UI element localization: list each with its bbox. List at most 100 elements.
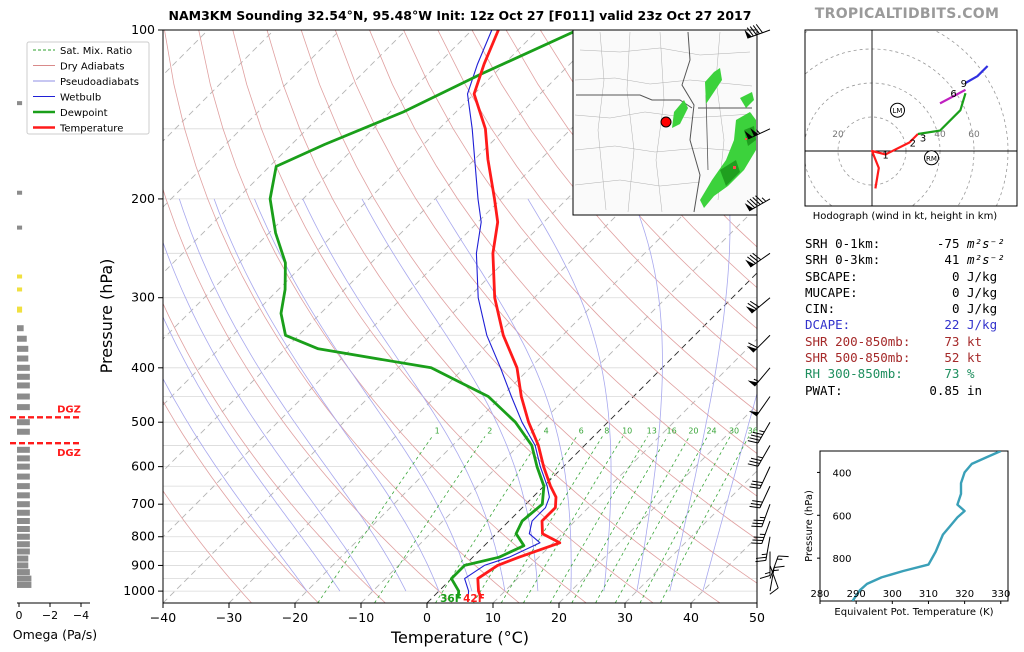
omega-bar (17, 101, 23, 106)
mixing-ratio-line (500, 436, 603, 603)
hodograph-height-label: 6 (950, 89, 956, 100)
hodograph-ring-label: 40 (934, 130, 946, 140)
barb-full (755, 24, 763, 34)
stat-row: PWAT: 0.85 in (805, 383, 1017, 399)
y-tick-label: 900 (131, 557, 155, 572)
stat-value: 73 (944, 366, 960, 382)
theta-e-xlabel: Equivalent Pot. Temperature (K) (834, 607, 993, 618)
y-tick-label: 400 (131, 360, 155, 375)
stat-unit: J/kg (967, 284, 998, 300)
barb-half (761, 553, 768, 556)
barb-staff (755, 396, 771, 417)
omega-bar (17, 382, 30, 389)
hodograph-trace (939, 88, 967, 105)
isotherm (624, 470, 757, 603)
dry-adiabat (369, 30, 757, 497)
theta-e-x-tick-label: 280 (810, 589, 829, 600)
zero-isotherm (426, 272, 757, 603)
figure-title: NAM3KM Sounding 32.54°N, 95.48°W Init: 1… (169, 8, 752, 23)
temperature-profile (472, 30, 562, 599)
wind-barbs (744, 24, 789, 595)
barb-full (755, 556, 767, 559)
omega-bar (17, 518, 30, 525)
omega-bar (17, 492, 30, 499)
y-tick-label: 100 (131, 22, 155, 37)
barb-staff (765, 536, 771, 561)
x-tick-label: 40 (683, 610, 699, 625)
omega-bar (17, 393, 30, 400)
barb-full (774, 565, 785, 568)
barb-half (759, 430, 765, 433)
wetbulb-profile (464, 30, 550, 599)
wind-barb (747, 445, 771, 467)
legend-label: Wetbulb (60, 93, 101, 104)
theta-e-panel: 280 290 300 310 320 330 400 600 800 Equivalent … (804, 450, 1010, 618)
barb-staff (747, 29, 771, 39)
isotherm (163, 30, 539, 406)
wind-barb (755, 536, 771, 563)
x-tick-label: −20 (282, 610, 308, 625)
wind-barb (769, 555, 789, 579)
x-tick-label: −30 (216, 610, 242, 625)
stat-label: SHR 500-850mb: (805, 350, 911, 366)
barb-full (752, 252, 762, 261)
stat-value: 0.85 (929, 382, 960, 398)
barb-staff (761, 504, 771, 527)
barb-half (753, 378, 759, 382)
pseudoadiabat (435, 198, 572, 592)
skew-t-frame (162, 29, 758, 604)
stat-label: PWAT: (805, 382, 843, 398)
barb-full (755, 559, 766, 563)
isotherm (163, 30, 407, 274)
wind-barb (759, 551, 771, 579)
hodograph-trace (917, 92, 967, 136)
omega-bar (17, 569, 30, 576)
barb-full (752, 480, 763, 484)
barb-staff (761, 520, 771, 544)
state-border (681, 31, 701, 213)
barb-full (759, 575, 771, 579)
pseudoadiabat (632, 198, 663, 592)
skew-t-xlabel: Temperature (°C) (390, 628, 529, 647)
barb-half (756, 129, 761, 134)
omega-bar (17, 306, 23, 313)
hodograph-ring-label: 60 (968, 130, 980, 140)
theta-e-y-tick-label: 600 (832, 511, 851, 522)
omega-tick-label: 0 (16, 609, 23, 622)
barb-full (749, 254, 759, 262)
wind-barb (751, 504, 771, 528)
barb-full (749, 26, 757, 36)
legend-label: Dewpoint (60, 108, 108, 119)
omega-bar (17, 483, 30, 490)
omega-bar (17, 548, 30, 555)
stat-row: CIN: 0 J/kg (805, 301, 1017, 317)
stat-unit: m²s⁻² (967, 252, 1005, 268)
stat-row: SHR 500-850mb: 52 kt (805, 350, 1017, 366)
barb-full (748, 342, 758, 349)
mixing-ratio-line (660, 436, 750, 603)
barb-full (747, 256, 756, 264)
stat-unit: J/kg (967, 268, 998, 284)
x-tick-label: 50 (749, 610, 765, 625)
barb-full (750, 483, 762, 486)
isotherm (163, 30, 341, 208)
stat-value: 73 (944, 333, 960, 349)
y-tick-label: 500 (131, 414, 155, 429)
hodograph-trace (964, 65, 989, 84)
y-tick-label: 600 (131, 459, 155, 474)
stat-unit: kt (967, 350, 983, 366)
barb-full (746, 27, 754, 37)
dry-adiabat (232, 30, 654, 603)
barb-full (750, 457, 762, 462)
omega-bar (17, 428, 30, 435)
hodograph-trace (870, 133, 919, 189)
sounding-location-marker (660, 116, 672, 128)
theta-e-y-tick-label: 400 (832, 468, 851, 479)
stats-panel: SRH 0-1km: -75 m²s⁻² SRH 0-3km: 41 m²s⁻² SBC… (805, 236, 1017, 399)
barb-full (769, 587, 779, 595)
barb-full (749, 486, 760, 489)
wind-barb (751, 520, 771, 545)
surface-temperature-label: 42F (463, 593, 485, 605)
mixing-ratio-label: 30 (729, 426, 739, 435)
mixing-ratio-line (571, 436, 668, 603)
